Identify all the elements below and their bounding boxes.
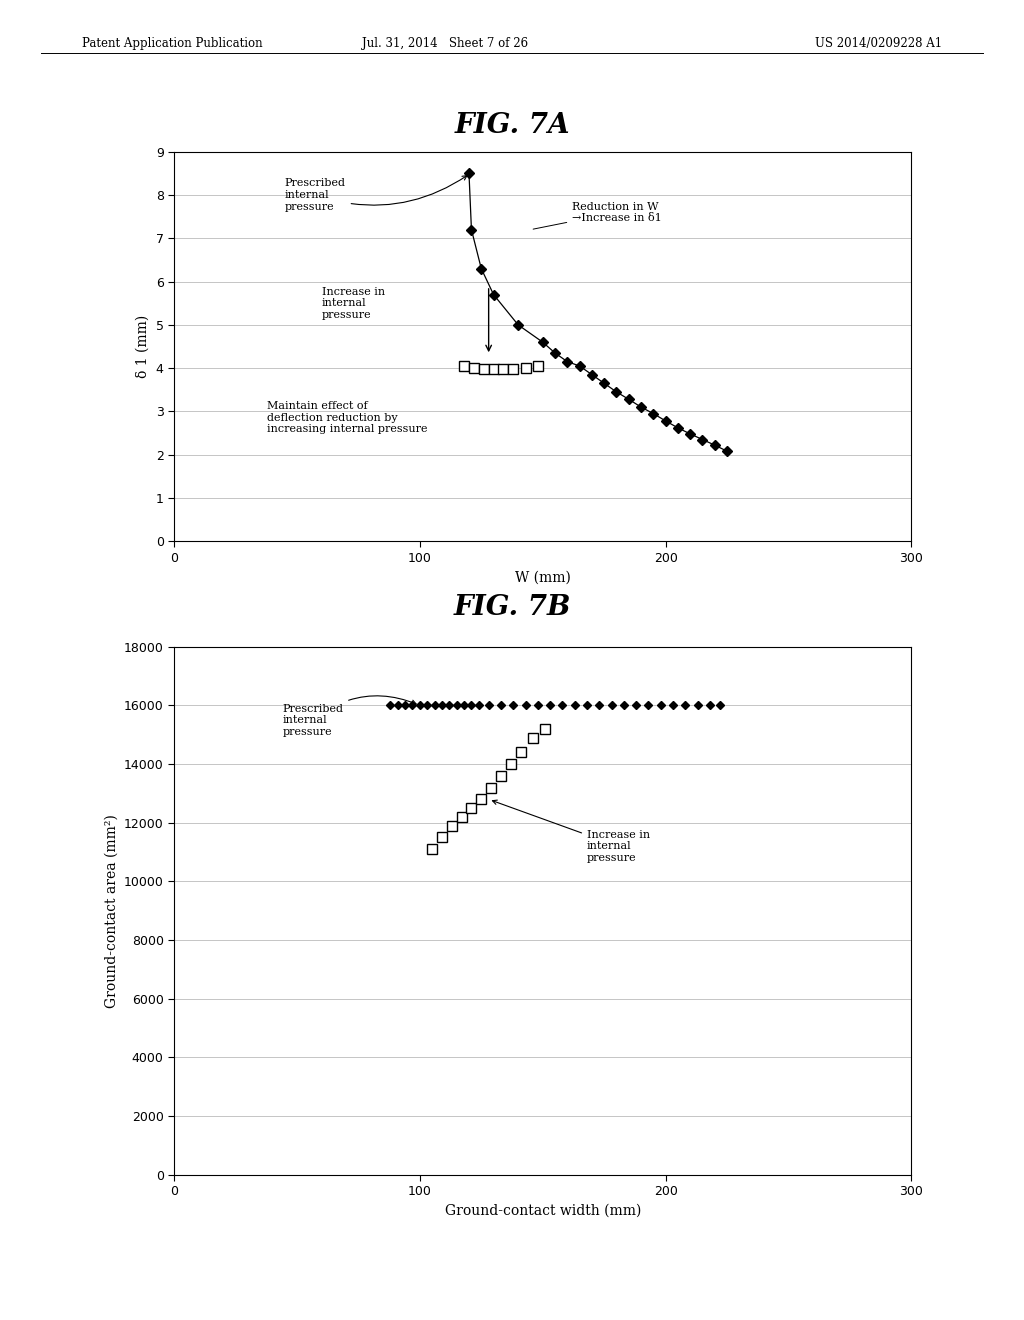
Text: Increase in
internal
pressure: Increase in internal pressure: [493, 800, 650, 863]
Text: Maintain effect of
deflection reduction by
increasing internal pressure: Maintain effect of deflection reduction …: [267, 401, 428, 434]
X-axis label: Ground-contact width (mm): Ground-contact width (mm): [444, 1204, 641, 1218]
X-axis label: W (mm): W (mm): [515, 570, 570, 585]
Text: Reduction in W
→Increase in δ1: Reduction in W →Increase in δ1: [534, 202, 662, 230]
Text: Prescribed
internal
pressure: Prescribed internal pressure: [283, 696, 416, 737]
Y-axis label: δ 1 (mm): δ 1 (mm): [136, 315, 151, 378]
Text: FIG. 7B: FIG. 7B: [454, 594, 570, 620]
Text: Increase in
internal
pressure: Increase in internal pressure: [322, 286, 385, 319]
Text: US 2014/0209228 A1: US 2014/0209228 A1: [815, 37, 942, 50]
Text: FIG. 7A: FIG. 7A: [455, 112, 569, 139]
Y-axis label: Ground-contact area (mm²): Ground-contact area (mm²): [104, 814, 118, 1007]
Text: Patent Application Publication: Patent Application Publication: [82, 37, 262, 50]
Text: Jul. 31, 2014   Sheet 7 of 26: Jul. 31, 2014 Sheet 7 of 26: [362, 37, 528, 50]
Text: Prescribed
internal
pressure: Prescribed internal pressure: [285, 176, 467, 211]
